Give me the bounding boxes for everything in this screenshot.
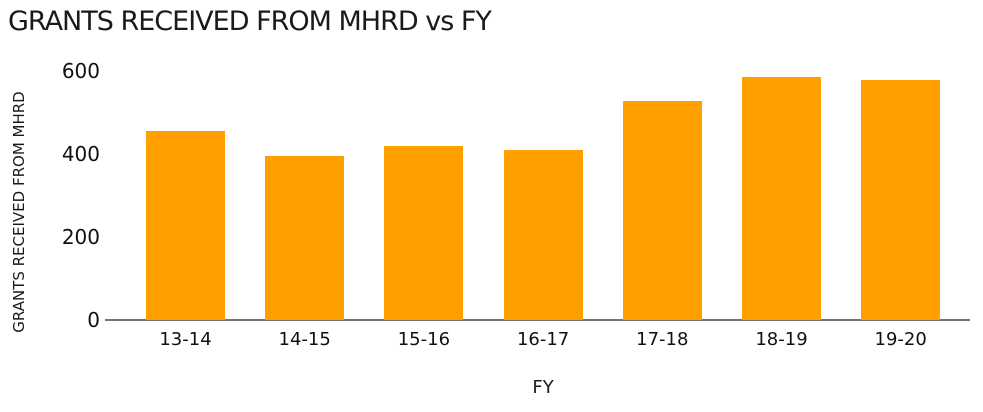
x-axis-line [105, 319, 970, 321]
bar-18-19 [742, 77, 821, 320]
y-tick-label: 0 [87, 308, 100, 332]
bar-15-16 [384, 146, 464, 320]
chart-title: GRANTS RECEIVED FROM MHRD vs FY [8, 6, 492, 37]
y-axis-title: GRANTS RECEIVED FROM MHRD [10, 91, 28, 333]
y-tick-label: 200 [61, 225, 100, 249]
x-tick-label: 18-19 [755, 329, 808, 350]
x-tick-label: 13-14 [159, 329, 212, 350]
x-tick-label: 19-20 [874, 329, 927, 350]
x-axis-title: FY [532, 377, 554, 398]
x-tick-label: 16-17 [516, 329, 570, 350]
x-tick-label: 14-15 [278, 329, 331, 350]
bar-16-17 [503, 150, 583, 320]
bar-13-14 [146, 131, 225, 320]
y-tick-label: 400 [61, 142, 100, 166]
y-tick-label: 600 [61, 59, 100, 83]
bar-14-15 [265, 156, 345, 320]
bar-17-18 [622, 101, 702, 320]
bar-19-20 [861, 80, 941, 320]
x-tick-label: 17-18 [636, 329, 689, 350]
x-tick-label: 15-16 [397, 329, 451, 350]
